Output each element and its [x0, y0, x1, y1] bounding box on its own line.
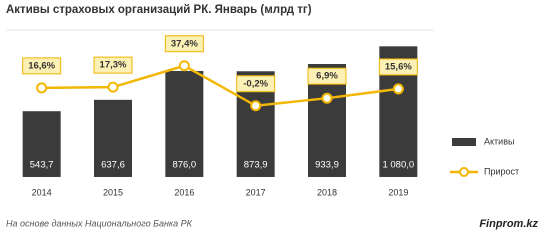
point	[36, 82, 48, 94]
line	[41, 64, 399, 108]
label-box	[307, 67, 347, 85]
point	[178, 60, 190, 72]
bar-value-label: 543,7	[30, 160, 54, 171]
point	[392, 83, 404, 95]
legend-swatch	[452, 138, 476, 146]
x-tick-label: 2015	[103, 187, 123, 197]
bar-value-label: 873,9	[244, 160, 268, 171]
point-value-label: 15,6%	[385, 61, 412, 72]
legend-label: Прирост	[484, 166, 519, 176]
point-value-label: -0,2%	[243, 78, 268, 89]
x-tick-label: 2018	[317, 187, 337, 197]
chart-title: Активы страховых организаций РК. Январь …	[6, 4, 312, 16]
x-tick-label: 2014	[32, 187, 52, 197]
bar-value-label: 637,6	[101, 160, 125, 171]
x-tick-label: 2017	[246, 187, 266, 197]
bar	[22, 111, 61, 177]
label-box	[93, 56, 133, 74]
legend-label: Активы	[484, 136, 514, 146]
x-tick-label: 2019	[388, 187, 408, 197]
point-value-label: 17,3%	[100, 60, 127, 71]
label-box	[378, 58, 418, 76]
point-value-label: 6,9%	[316, 71, 338, 82]
label-box	[164, 35, 204, 53]
x-tick-label: 2016	[174, 187, 194, 197]
source: На основе данных Национального Банка РК	[6, 218, 193, 228]
brand: Finprom.kz	[479, 218, 538, 230]
point	[321, 92, 333, 104]
bar-value-label: 933,9	[315, 160, 339, 171]
bar-value-label: 1 080,0	[382, 160, 414, 171]
label-box	[22, 57, 62, 75]
label-box	[236, 75, 276, 93]
bar	[94, 99, 132, 177]
point	[107, 81, 119, 93]
chart: Активы страховых организаций РК. Январь …	[6, 4, 538, 230]
legend-marker	[459, 167, 469, 177]
point-value-label: 37,4%	[171, 38, 198, 49]
point-value-label: 16,6%	[28, 60, 55, 71]
point	[250, 100, 262, 112]
bar-value-label: 876,0	[172, 160, 196, 171]
bar	[165, 71, 204, 177]
